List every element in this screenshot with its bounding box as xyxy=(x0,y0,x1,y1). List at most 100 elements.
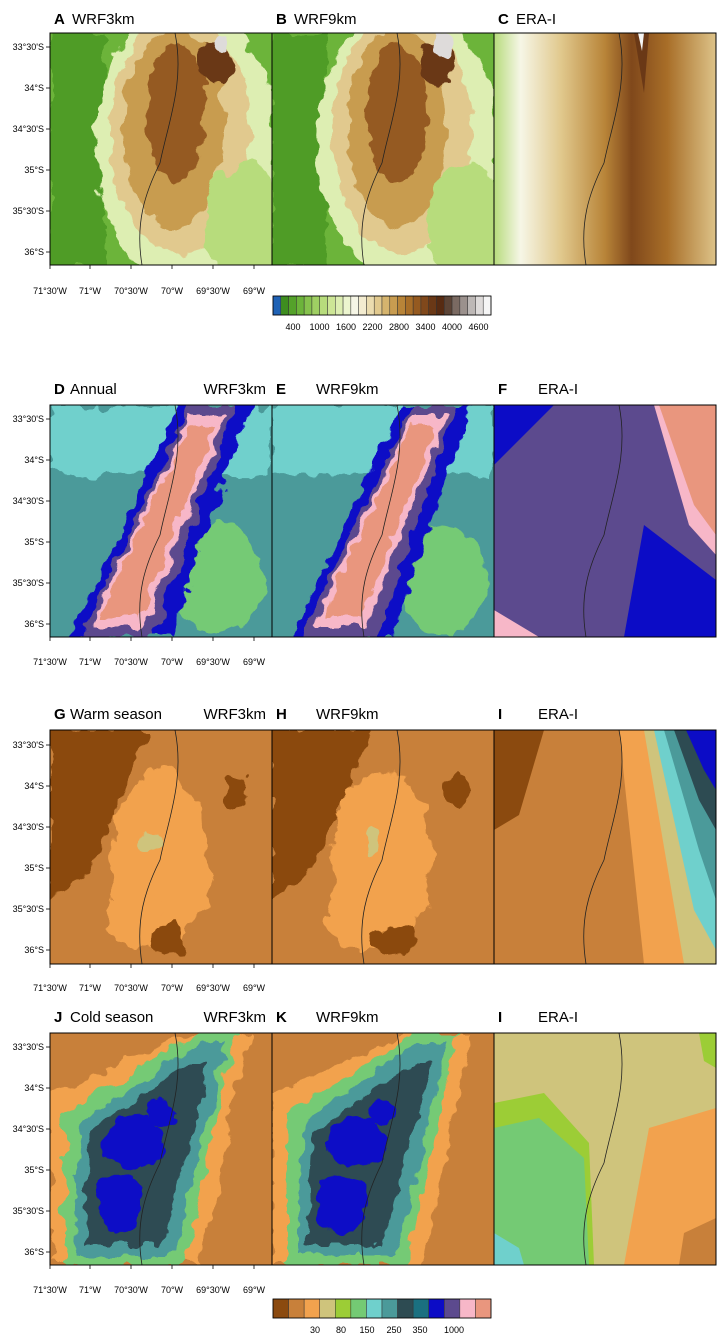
latitude-tick-label: 34°30'S xyxy=(13,822,44,832)
map-panel-frame xyxy=(493,404,717,638)
precip-colorbar-label: 80 xyxy=(336,1325,346,1335)
elevation-colorbar-swatch xyxy=(467,295,476,316)
longitude-tick-label: 69°W xyxy=(243,657,266,667)
longitude-tick-label: 71°W xyxy=(79,286,102,296)
latitude-tick-label: 35°30'S xyxy=(13,904,44,914)
elevation-colorbar-swatch xyxy=(303,295,313,316)
elevation-colorbar-label: 2200 xyxy=(362,322,382,332)
longitude-tick-label: 70°W xyxy=(161,657,184,667)
longitude-tick-label: 69°W xyxy=(243,286,266,296)
elevation-colorbar-swatch xyxy=(296,295,305,316)
latitude-tick-label: 34°30'S xyxy=(13,124,44,134)
longitude-tick-label: 69°30'W xyxy=(196,286,230,296)
panel-letter: A xyxy=(54,11,65,28)
panel-letter: C xyxy=(498,11,509,28)
longitude-tick-label: 70°30'W xyxy=(114,286,148,296)
latitude-tick-label: 35°30'S xyxy=(13,206,44,216)
elevation-colorbar-swatch xyxy=(311,295,320,316)
latitude-tick-label: 33°30'S xyxy=(13,1042,44,1052)
latitude-tick-label: 35°S xyxy=(24,537,44,547)
latitude-tick-label: 35°S xyxy=(24,1165,44,1175)
latitude-tick-label: 35°30'S xyxy=(13,1206,44,1216)
panel-model-title: ERA-I xyxy=(538,706,578,723)
longitude-tick-label: 71°W xyxy=(79,983,102,993)
longitude-tick-label: 71°W xyxy=(79,1285,102,1295)
map-panel-frame xyxy=(493,1032,717,1266)
elevation-colorbar-swatch xyxy=(397,295,406,316)
elevation-colorbar-swatch xyxy=(319,295,328,316)
country-border-line xyxy=(583,32,623,266)
latitude-tick-label: 35°30'S xyxy=(13,578,44,588)
panel-model-title: ERA-I xyxy=(516,11,556,28)
longitude-tick-label: 69°W xyxy=(243,983,266,993)
panel-season-label: Cold season xyxy=(70,1009,153,1026)
elevation-colorbar-swatch xyxy=(280,295,289,316)
country-border-line xyxy=(139,1032,179,1266)
elevation-colorbar-swatch xyxy=(412,295,422,316)
latitude-tick-label: 36°S xyxy=(24,1247,44,1257)
elevation-colorbar-swatch xyxy=(436,295,445,316)
precip-colorbar-swatch xyxy=(428,1298,445,1319)
precip-colorbar-swatch xyxy=(288,1298,305,1319)
precip-colorbar-swatch xyxy=(412,1298,429,1319)
panel-model-title: WRF3km xyxy=(204,381,267,398)
panel-model-title: ERA-I xyxy=(538,1009,578,1026)
elevation-colorbar-swatch xyxy=(342,295,352,316)
panel-letter: I xyxy=(498,1009,502,1026)
elevation-colorbar-swatch xyxy=(288,295,297,316)
elevation-colorbar-swatch xyxy=(373,295,383,316)
elevation-colorbar-label: 2800 xyxy=(389,322,409,332)
elevation-colorbar-swatch xyxy=(381,295,391,316)
elevation-colorbar-swatch xyxy=(350,295,359,316)
latitude-tick-label: 33°30'S xyxy=(13,42,44,52)
panel-model-title: WRF3km xyxy=(204,706,267,723)
panel-model-title: WRF9km xyxy=(316,706,379,723)
panel-letter: B xyxy=(276,11,287,28)
panel-letter: F xyxy=(498,381,507,398)
precip-colorbar-label: 250 xyxy=(386,1325,401,1335)
precip-colorbar-label: 150 xyxy=(359,1325,374,1335)
elevation-colorbar-label: 4600 xyxy=(468,322,488,332)
panel-season-label: Annual xyxy=(70,381,117,398)
elevation-colorbar-label: 1600 xyxy=(336,322,356,332)
country-border-line xyxy=(583,1032,623,1266)
panel-letter: K xyxy=(276,1009,287,1026)
longitude-tick-label: 71°30'W xyxy=(33,286,67,296)
country-border-line xyxy=(583,729,623,965)
precip-colorbar-label: 30 xyxy=(310,1325,320,1335)
elevation-colorbar-swatch xyxy=(405,295,414,316)
latitude-tick-label: 34°S xyxy=(24,83,44,93)
precip-colorbar-label: 1000 xyxy=(444,1325,464,1335)
latitude-tick-label: 36°S xyxy=(24,247,44,257)
latitude-tick-label: 36°S xyxy=(24,619,44,629)
panel-model-title: WRF9km xyxy=(316,1009,379,1026)
latitude-tick-label: 34°S xyxy=(24,1083,44,1093)
precip-colorbar-swatch xyxy=(459,1298,476,1319)
latitude-tick-label: 35°S xyxy=(24,863,44,873)
country-border-line xyxy=(583,404,623,638)
elevation-colorbar-swatch xyxy=(366,295,375,316)
elevation-colorbar-label: 400 xyxy=(285,322,300,332)
precip-colorbar-swatch xyxy=(272,1298,289,1319)
panel-model-title: WRF9km xyxy=(316,381,379,398)
longitude-tick-label: 70°30'W xyxy=(114,1285,148,1295)
panel-model-title: WRF3km xyxy=(204,1009,267,1026)
country-border-line xyxy=(139,729,179,965)
elevation-colorbar-label: 3400 xyxy=(415,322,435,332)
precip-colorbar-swatch xyxy=(303,1298,320,1319)
map-panel-frame xyxy=(493,32,717,266)
longitude-tick-label: 71°30'W xyxy=(33,983,67,993)
latitude-tick-label: 34°S xyxy=(24,781,44,791)
country-border-line xyxy=(361,1032,401,1266)
elevation-colorbar-swatch xyxy=(459,295,468,316)
longitude-tick-label: 70°W xyxy=(161,1285,184,1295)
panel-letter: J xyxy=(54,1009,62,1026)
latitude-tick-label: 36°S xyxy=(24,945,44,955)
latitude-tick-label: 34°S xyxy=(24,455,44,465)
elevation-colorbar-swatch xyxy=(358,295,367,316)
longitude-tick-label: 71°30'W xyxy=(33,1285,67,1295)
longitude-tick-label: 70°W xyxy=(161,983,184,993)
longitude-tick-label: 69°30'W xyxy=(196,657,230,667)
longitude-tick-label: 69°W xyxy=(243,1285,266,1295)
